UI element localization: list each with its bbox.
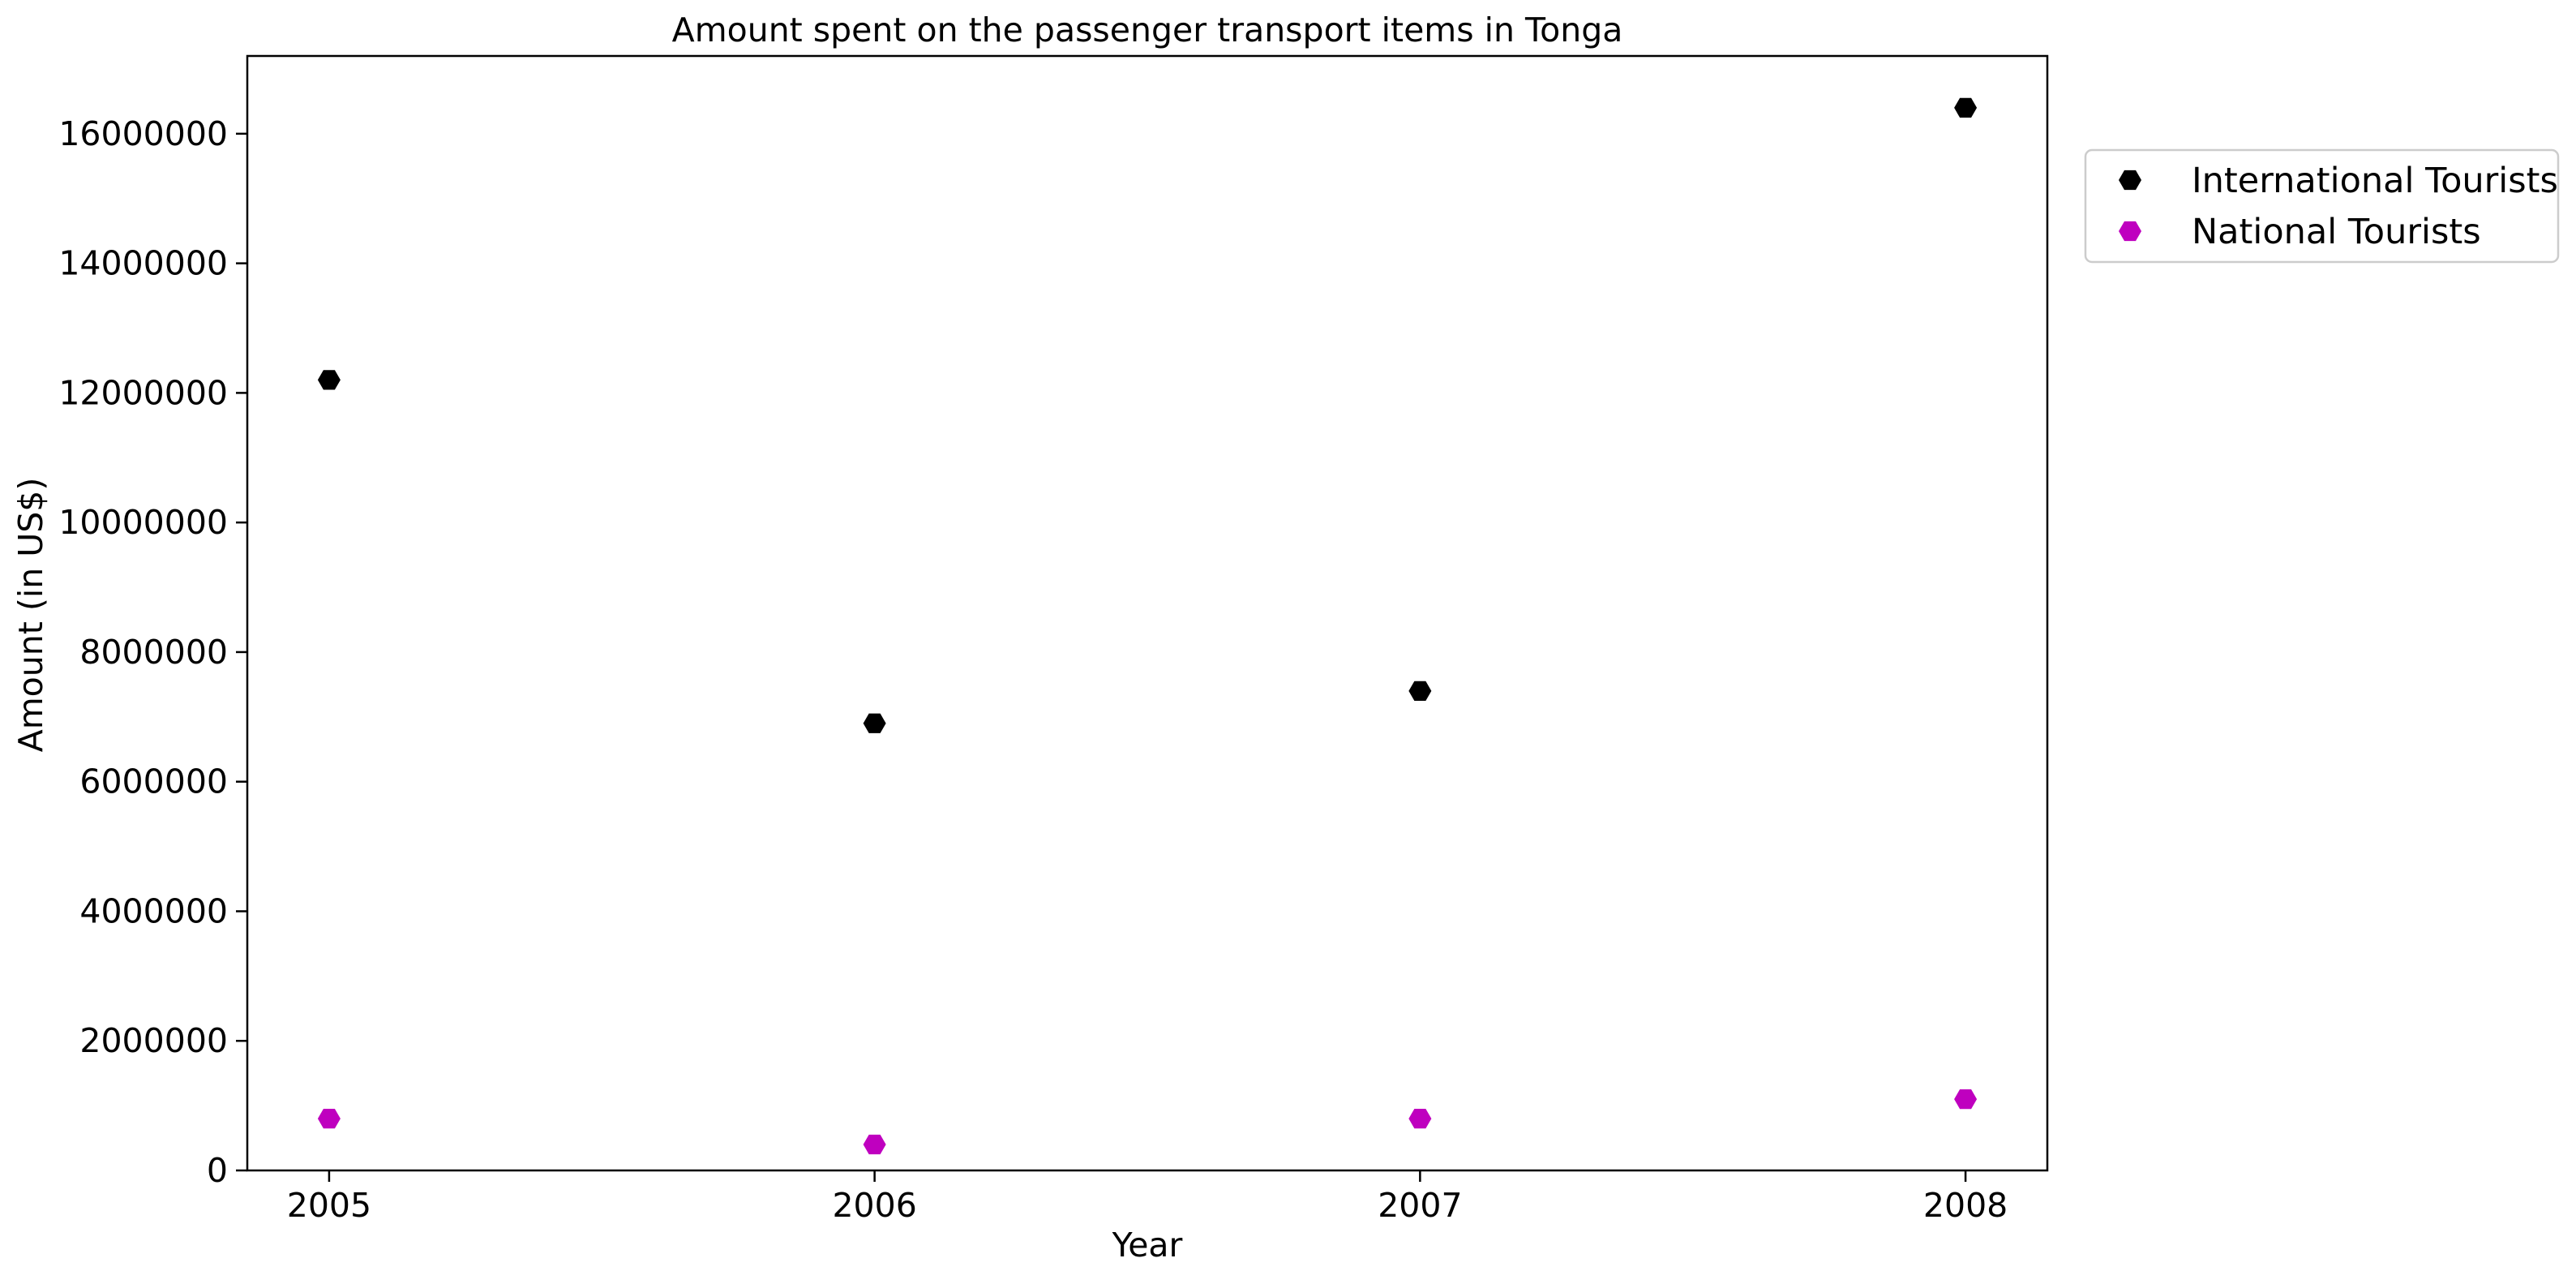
y-axis-label: Amount (in US$) (11, 478, 50, 753)
plot-area-frame (246, 54, 2049, 1172)
data-point-international-tourists (1408, 681, 1432, 701)
data-point-international-tourists (863, 713, 886, 733)
y-tick-label: 12000000 (58, 373, 228, 412)
data-point-national-tourists (1408, 1108, 1432, 1129)
y-tick-label: 0 (207, 1151, 228, 1190)
legend-box (2084, 148, 2560, 264)
y-axis-ticks: 0 2000000 4000000 6000000 8000000 10000000 120… (58, 114, 247, 1190)
data-point-national-tourists (317, 1108, 341, 1129)
data-point-international-tourists (1954, 97, 1978, 118)
y-tick-label: 2000000 (79, 1021, 228, 1060)
x-tick-label: 2005 (287, 1186, 371, 1225)
chart-title: Amount spent on the passenger transport … (672, 11, 1623, 49)
data-points (317, 97, 1978, 1155)
legend-marker (2119, 221, 2141, 242)
legend-label: International Tourists (2192, 161, 2558, 201)
x-axis-ticks: 2005 2006 2007 2008 (287, 1170, 2008, 1225)
data-point-national-tourists (1954, 1089, 1978, 1110)
y-tick-label: 6000000 (79, 762, 228, 801)
legend-marker (2119, 170, 2141, 191)
data-point-international-tourists (317, 370, 341, 390)
x-tick-label: 2006 (832, 1186, 916, 1225)
legend-label: National Tourists (2192, 212, 2481, 252)
y-tick-label: 4000000 (79, 891, 228, 930)
y-tick-label: 10000000 (58, 503, 228, 542)
data-point-national-tourists (863, 1134, 886, 1155)
legend: International Tourists National Tourists (2084, 148, 2560, 264)
x-tick-label: 2008 (1923, 1186, 2008, 1225)
y-tick-label: 14000000 (58, 244, 228, 283)
x-tick-label: 2007 (1378, 1186, 1462, 1225)
y-tick-label: 8000000 (79, 633, 228, 672)
y-tick-label: 16000000 (58, 114, 228, 153)
x-axis-label: Year (1112, 1226, 1183, 1265)
